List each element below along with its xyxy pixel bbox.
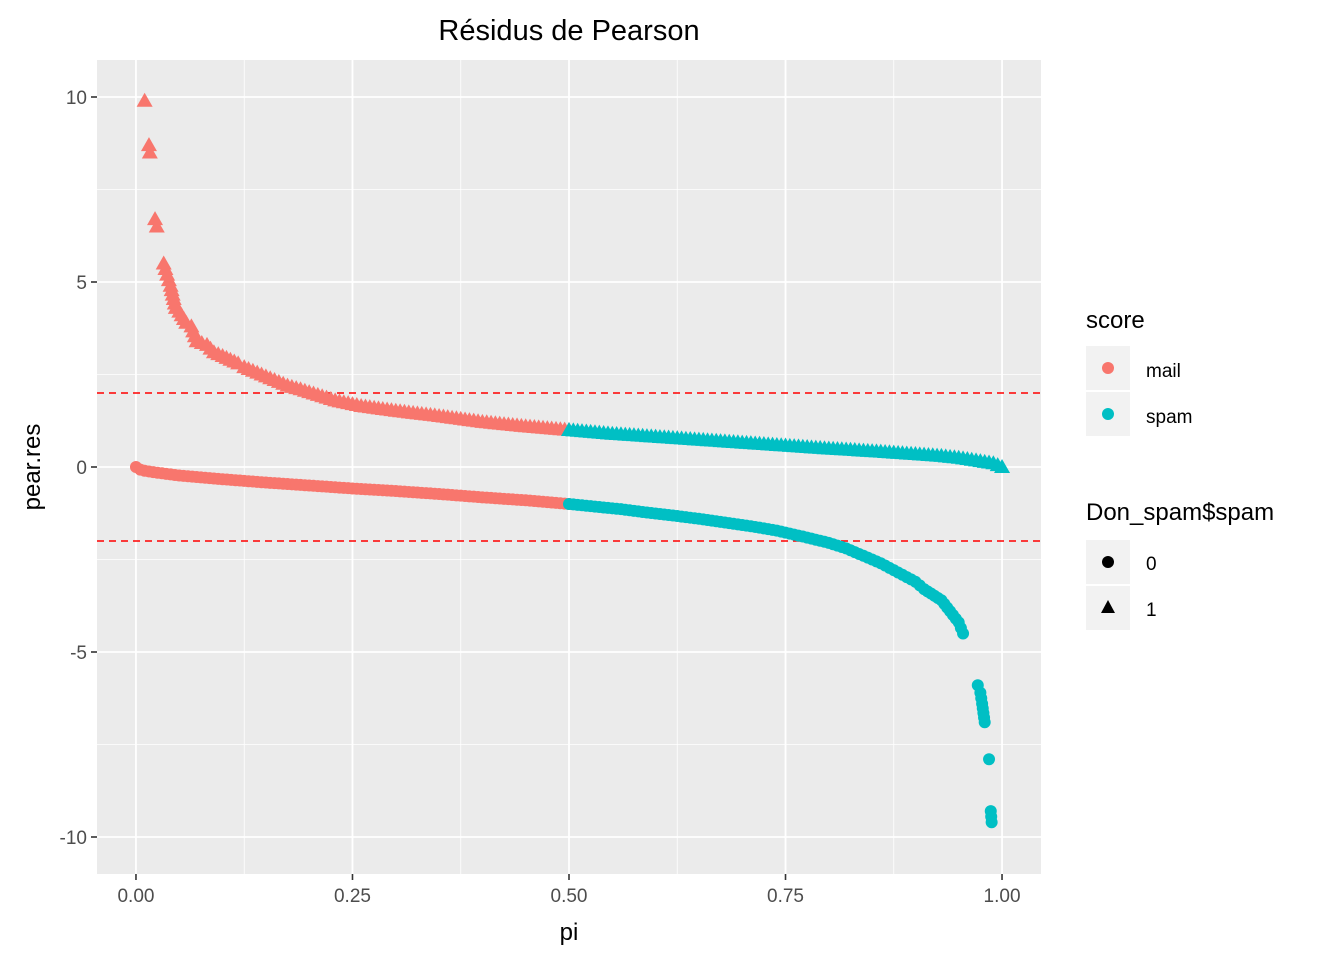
mail-triangle-point bbox=[141, 144, 158, 159]
mail-circle-point bbox=[385, 484, 398, 497]
spam-circle-point bbox=[610, 502, 623, 515]
spam-triangle-point bbox=[981, 454, 998, 469]
y-axis-title: pear.res bbox=[19, 424, 46, 511]
mail-triangle-point bbox=[305, 385, 322, 400]
mail-circle-point bbox=[212, 472, 225, 485]
legend-label-mail: mail bbox=[1146, 361, 1181, 382]
legend-spam-dot bbox=[1102, 408, 1114, 420]
mail-circle-point bbox=[515, 494, 528, 507]
spam-triangle-point bbox=[989, 457, 1006, 472]
mail-triangle-point bbox=[210, 346, 227, 361]
mail-circle-point bbox=[472, 491, 485, 504]
spam-circle-point bbox=[954, 621, 967, 634]
x-tick-label: 0.50 bbox=[551, 886, 588, 907]
spam-circle-point bbox=[983, 753, 996, 766]
mail-circle-point bbox=[168, 468, 181, 481]
mail-triangle-point bbox=[166, 295, 183, 310]
spam-circle-point bbox=[905, 573, 918, 586]
mail-triangle-point bbox=[193, 335, 210, 350]
mail-triangle-point bbox=[175, 311, 192, 325]
y-tick-label: 10 bbox=[66, 88, 87, 109]
mail-triangle-point bbox=[202, 340, 219, 355]
legend-circle-marker bbox=[1102, 556, 1114, 568]
chart-title: Résidus de Pearson bbox=[438, 15, 699, 47]
x-tick-label: 0.75 bbox=[767, 886, 804, 907]
y-tick-label: -10 bbox=[60, 828, 87, 849]
mail-circle-point bbox=[342, 482, 355, 495]
mail-triangle-point bbox=[226, 353, 243, 368]
mail-triangle-point bbox=[186, 328, 203, 343]
spam-circle-point bbox=[584, 500, 597, 513]
mail-triangle-point bbox=[275, 375, 292, 390]
mail-circle-point bbox=[428, 487, 441, 500]
y-tick-label: 5 bbox=[76, 273, 87, 294]
legend-label-0: 0 bbox=[1146, 554, 1157, 575]
legend-label-1: 1 bbox=[1146, 600, 1157, 621]
mail-triangle-point bbox=[136, 92, 153, 107]
mail-triangle-point bbox=[262, 370, 279, 385]
mail-triangle-point bbox=[160, 272, 177, 287]
x-tick-label: 1.00 bbox=[984, 886, 1021, 907]
spam-circle-point bbox=[975, 692, 988, 705]
y-tick-label: 0 bbox=[76, 458, 87, 479]
reference-lines bbox=[97, 392, 1041, 542]
spam-circle-point bbox=[949, 612, 962, 625]
legend-mail-dot bbox=[1102, 362, 1114, 374]
y-tick-label: -5 bbox=[70, 643, 87, 664]
x-tick-label: 0.25 bbox=[334, 886, 371, 907]
mail-triangle-point bbox=[147, 211, 164, 226]
mail-triangle-point bbox=[253, 366, 270, 381]
x-tick-label: 0.00 bbox=[117, 886, 154, 907]
mail-triangle-point bbox=[140, 137, 157, 152]
legend-label-spam: spam bbox=[1146, 407, 1192, 428]
x-axis-title: pi bbox=[560, 919, 579, 946]
x-axis-ticks: 0.00 0.25 0.50 0.75 1.00 bbox=[117, 874, 1021, 907]
legend-triangle-marker bbox=[1101, 600, 1115, 613]
spam-circle-point bbox=[978, 711, 991, 724]
legend-shape: Don_spam$spam 0 1 bbox=[1086, 499, 1274, 630]
mail-circle-point bbox=[298, 479, 311, 492]
legend-score: score mail spam bbox=[1086, 307, 1192, 436]
mail-triangle-point bbox=[148, 218, 165, 233]
grid-major bbox=[97, 60, 1041, 874]
mail-triangle-point bbox=[244, 362, 261, 377]
mail-triangle-point bbox=[288, 380, 305, 395]
legend-shape-title: Don_spam$spam bbox=[1086, 499, 1274, 526]
y-axis-ticks: 10 5 0 -5 -10 bbox=[60, 88, 97, 849]
data-points bbox=[129, 92, 1011, 829]
mail-triangle-point bbox=[157, 261, 174, 276]
legend-score-title: score bbox=[1086, 307, 1145, 334]
spam-circle-point bbox=[985, 810, 998, 823]
mail-circle-point bbox=[255, 476, 268, 489]
